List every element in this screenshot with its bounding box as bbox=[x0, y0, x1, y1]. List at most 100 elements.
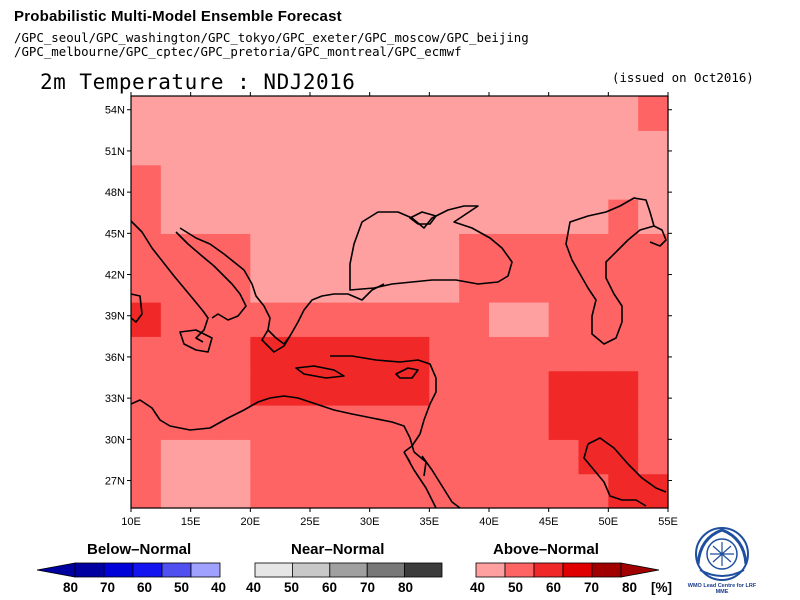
grid-cell bbox=[131, 267, 162, 303]
grid-cell bbox=[280, 164, 311, 200]
below-bar-swatch bbox=[161, 562, 192, 578]
latitude-axis: 54N 51N 48N 45N 42N 39N 36N 33N 30N 27N bbox=[105, 105, 672, 488]
grid-cell bbox=[369, 199, 401, 234]
lat-label: 33N bbox=[105, 393, 125, 405]
below-tick-label: 70 bbox=[100, 580, 116, 595]
grid-cell bbox=[548, 267, 580, 303]
grid-cell bbox=[339, 370, 371, 406]
grid-cell bbox=[578, 370, 609, 406]
lon-label: 45E bbox=[539, 516, 559, 528]
grid-cell bbox=[160, 130, 192, 166]
grid-cell bbox=[310, 473, 341, 509]
grid-cell bbox=[131, 405, 162, 440]
grid-cell bbox=[399, 336, 430, 372]
grid-cell bbox=[339, 473, 371, 509]
grid-cell bbox=[280, 267, 311, 303]
grid-cell bbox=[250, 267, 281, 303]
grid-cell bbox=[220, 439, 251, 475]
issued-date: (issued on Oct2016) bbox=[612, 70, 754, 85]
grid-cell bbox=[518, 473, 550, 509]
grid-cell bbox=[399, 96, 430, 131]
gpc-list-line-1: /GPC_seoul/GPC_washington/GPC_tokyo/GPC_… bbox=[14, 30, 529, 45]
grid-cell bbox=[310, 267, 341, 303]
below-bar-swatch bbox=[132, 562, 163, 578]
grid-cell bbox=[608, 370, 639, 406]
grid-cell bbox=[310, 164, 341, 200]
grid-cell bbox=[518, 336, 550, 372]
grid-cell bbox=[190, 199, 222, 234]
grid-cell bbox=[190, 439, 222, 475]
grid-cell bbox=[220, 473, 251, 509]
lon-label: 55E bbox=[658, 516, 678, 528]
coast-persian-gulf bbox=[583, 437, 667, 507]
below-bar-swatch bbox=[74, 562, 105, 578]
grid-cell bbox=[638, 302, 669, 337]
grid-cell bbox=[160, 267, 192, 303]
near-bar-swatch bbox=[254, 562, 293, 578]
grid-cell bbox=[339, 405, 371, 440]
below-bar-swatch bbox=[190, 562, 221, 578]
grid-cell bbox=[638, 439, 669, 475]
grid-cell bbox=[190, 336, 222, 372]
grid-cell bbox=[489, 439, 520, 475]
grid-cell bbox=[369, 370, 401, 406]
grid-cell bbox=[310, 233, 341, 269]
grid-cell bbox=[220, 336, 251, 372]
grid-cell bbox=[518, 130, 550, 166]
lon-label: 40E bbox=[479, 516, 499, 528]
grid-cell bbox=[190, 302, 222, 337]
near-bar-swatch bbox=[404, 562, 443, 578]
grid-cell bbox=[280, 233, 311, 269]
below-tick-label: 50 bbox=[174, 580, 190, 595]
grid-cell bbox=[131, 336, 162, 372]
coast-balkans bbox=[179, 227, 385, 345]
legend-title-above: Above–Normal bbox=[493, 541, 599, 558]
grid-cell bbox=[250, 199, 281, 234]
grid-cell bbox=[190, 130, 222, 166]
below-bar-arrow bbox=[36, 562, 76, 578]
legend-unit: [%] bbox=[651, 580, 672, 595]
grid-cell bbox=[548, 336, 580, 372]
grid-cell bbox=[459, 302, 490, 337]
grid-cell bbox=[518, 405, 550, 440]
lat-label: 27N bbox=[105, 476, 125, 488]
lat-label: 42N bbox=[105, 270, 125, 282]
grid-cell bbox=[160, 336, 192, 372]
grid-cell bbox=[638, 199, 669, 234]
grid-cell bbox=[250, 405, 281, 440]
legend-title-near: Near–Normal bbox=[291, 541, 385, 558]
coast-caspian bbox=[565, 197, 655, 345]
grid-cell bbox=[518, 267, 550, 303]
grid-cell bbox=[518, 439, 550, 475]
grid-cell bbox=[190, 405, 222, 440]
grid-cell bbox=[339, 130, 371, 166]
grid-cell bbox=[339, 439, 371, 475]
lat-label: 51N bbox=[105, 146, 125, 158]
grid-cell bbox=[608, 439, 639, 475]
grid-cell bbox=[369, 96, 401, 131]
grid-cell bbox=[638, 336, 669, 372]
grid-cell bbox=[548, 439, 580, 475]
grid-cell bbox=[459, 267, 490, 303]
grid-cell bbox=[489, 370, 520, 406]
coast-peloponnese bbox=[261, 329, 291, 353]
grid-cell bbox=[548, 370, 580, 406]
longitude-axis: 10E 15E 20E 25E 30E 35E 40E 45E 50E 55E bbox=[121, 92, 678, 528]
grid-cell bbox=[220, 199, 251, 234]
grid-cell bbox=[429, 233, 460, 269]
grid-cell bbox=[608, 336, 639, 372]
lon-label: 35E bbox=[420, 516, 440, 528]
grid-cell bbox=[369, 439, 401, 475]
grid-cell bbox=[339, 96, 371, 131]
grid-cell bbox=[459, 405, 490, 440]
grid-cell bbox=[608, 405, 639, 440]
grid-cell bbox=[220, 370, 251, 406]
near-tick-label: 40 bbox=[246, 580, 262, 595]
grid-cell bbox=[518, 233, 550, 269]
grid-cell bbox=[399, 130, 430, 166]
grid-cell bbox=[339, 199, 371, 234]
grid-cell bbox=[310, 439, 341, 475]
coast-italy-east bbox=[175, 231, 247, 321]
grid-cell bbox=[608, 164, 639, 200]
grid-cell bbox=[250, 96, 281, 131]
